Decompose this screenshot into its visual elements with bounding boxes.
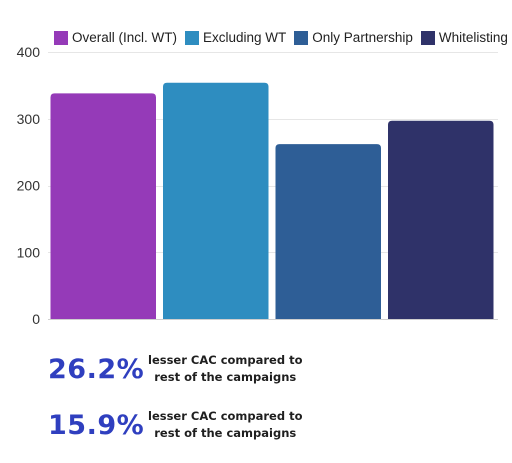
y-axis-ticks: 0 100 200 300 400 xyxy=(17,44,41,327)
stat-2: 15.9% lesser CAC compared to rest of the… xyxy=(48,408,303,442)
legend-swatch xyxy=(294,30,309,45)
legend-item-overall: Overall (Incl. WT) xyxy=(54,30,177,45)
legend: Overall (Incl. WT) Excluding WT Only Par… xyxy=(54,30,512,45)
bar-overall-incl-wt xyxy=(50,93,156,319)
legend-swatch xyxy=(185,30,200,45)
legend-label: Excluding WT xyxy=(203,30,287,45)
y-tick-label: 100 xyxy=(17,244,41,260)
legend-label: Only Partnership xyxy=(312,30,413,45)
legend-item-excluding-wt: Excluding WT xyxy=(185,30,286,45)
y-tick-label: 200 xyxy=(17,178,41,194)
stat-1: 26.2% lesser CAC compared to rest of the… xyxy=(48,352,303,386)
stat-value: 15.9% xyxy=(48,409,145,441)
stat-desc-line: rest of the campaigns xyxy=(154,370,297,384)
legend-label: Overall (Incl. WT) xyxy=(72,30,178,45)
legend-swatch xyxy=(420,30,435,45)
bars xyxy=(50,82,494,319)
y-tick-label: 400 xyxy=(17,44,41,60)
bar-whitelisting xyxy=(388,120,494,319)
legend-label: Whitelisting xyxy=(438,30,508,45)
y-tick-label: 0 xyxy=(32,311,40,327)
stat-desc-line: lesser CAC compared to xyxy=(148,353,303,367)
y-tick-label: 300 xyxy=(17,111,41,127)
bar-excluding-wt xyxy=(163,82,269,319)
stat-value: 26.2% xyxy=(48,353,145,385)
legend-item-only-partnership: Only Partnership xyxy=(294,30,413,45)
legend-item-whitelisting: Whitelisting xyxy=(420,30,508,45)
stat-desc-line: rest of the campaigns xyxy=(154,426,297,440)
stat-description: lesser CAC compared to rest of the campa… xyxy=(148,352,303,386)
legend-swatch xyxy=(54,30,68,45)
stat-description: lesser CAC compared to rest of the campa… xyxy=(148,408,303,442)
stat-desc-line: lesser CAC compared to xyxy=(148,409,303,423)
bar-chart: 0 100 200 300 400 xyxy=(17,44,498,327)
bar-only-partnership xyxy=(275,144,381,319)
